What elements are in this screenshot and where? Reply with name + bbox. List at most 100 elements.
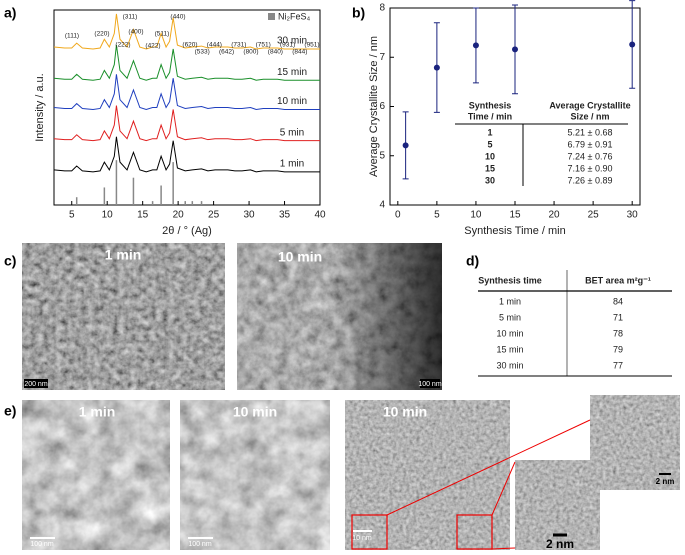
peak-label: (800): [243, 49, 258, 56]
scale-bar-label: 2 nm: [656, 477, 675, 486]
table-header: Time / min: [468, 111, 512, 121]
zoom-box: [456, 514, 493, 550]
image-label: 1 min: [79, 404, 116, 420]
inset-image: [588, 393, 682, 492]
sem-image: [22, 243, 225, 390]
x-tick-label: 15: [137, 210, 149, 221]
series-label: 1 min: [280, 158, 304, 169]
zoom-line: [491, 547, 516, 550]
peak-label: (642): [219, 49, 234, 56]
panel-label: d): [466, 253, 479, 269]
x-tick-label: 15: [509, 210, 521, 221]
peak-label: (731): [231, 42, 246, 49]
x-tick-label: 40: [314, 210, 326, 221]
peak-label: (511): [155, 31, 170, 38]
scale-bar-label: 10 nm: [352, 535, 372, 542]
x-tick-label: 10: [470, 210, 482, 221]
zoom-box: [351, 514, 388, 550]
image-label: 10 min: [278, 249, 322, 265]
series-label: 10 min: [277, 96, 307, 107]
table-cell: 5: [487, 139, 492, 149]
table-cell: 6.79 ± 0.91: [568, 139, 613, 149]
zoom-line: [491, 461, 516, 516]
x-tick-label: 5: [69, 210, 75, 221]
x-tick-label: 25: [588, 210, 600, 221]
table-header: Size / nm: [570, 111, 609, 121]
image-label: 1 min: [105, 247, 142, 263]
series-label: 5 min: [280, 127, 304, 138]
series-label: 15 min: [277, 67, 307, 78]
scale-bar-box: [24, 379, 48, 388]
table-cell: 10 min: [496, 328, 523, 338]
table-cell: 1: [487, 127, 492, 137]
peak-label: (111): [65, 33, 79, 40]
peak-label: (222): [115, 42, 130, 49]
scale-bar-label: 100 nm: [418, 381, 442, 388]
table-cell: 15: [485, 163, 495, 173]
pattern-line: [53, 74, 320, 110]
y-tick-label: 6: [379, 101, 385, 112]
peak-label: (844): [292, 49, 307, 56]
table-header: Average Crystallite: [549, 100, 630, 110]
scale-bar-label: 100 nm: [188, 541, 212, 548]
panel-label: a): [4, 5, 16, 21]
peak-label: (951): [304, 42, 319, 49]
table-header: BET area m²g⁻¹: [585, 275, 651, 285]
image-label: 10 min: [383, 404, 427, 420]
x-tick-label: 5: [434, 210, 440, 221]
table-cell: 7.16 ± 0.90: [568, 163, 613, 173]
data-point: [512, 46, 518, 53]
x-tick-label: 0: [395, 210, 401, 221]
x-tick-label: 20: [173, 210, 185, 221]
x-tick-label: 10: [102, 210, 114, 221]
peak-label: (422): [145, 43, 160, 50]
peak-label: (220): [94, 31, 109, 38]
table-cell: 5 min: [499, 312, 521, 322]
table-cell: 71: [613, 312, 623, 322]
y-tick-label: 5: [379, 150, 385, 161]
hrtem-image: [345, 400, 510, 550]
pattern-line: [53, 105, 320, 142]
peak-label: (440): [170, 14, 185, 21]
y-tick-label: 8: [379, 3, 385, 14]
peak-label: (400): [128, 29, 143, 36]
image-shade: [237, 243, 442, 390]
scale-bar-label: 200 nm: [24, 381, 48, 388]
table-cell: 78: [613, 328, 623, 338]
table-cell: 1 min: [499, 296, 521, 306]
y-axis-label: Average Crystallite Size / nm: [368, 36, 380, 177]
table-cell: 30 min: [496, 360, 523, 370]
table-header: Synthesis: [469, 100, 512, 110]
x-tick-label: 35: [279, 210, 291, 221]
peak-label: (931): [280, 42, 295, 49]
peak-label: (840): [268, 49, 283, 56]
panel-label: e): [4, 403, 16, 419]
pattern-line: [53, 13, 320, 50]
table-cell: 79: [613, 344, 623, 354]
peak-label: (311): [123, 14, 138, 21]
scale-bar-label: 2 nm: [546, 537, 574, 551]
table-cell: 15 min: [496, 344, 523, 354]
series-label: 30 min: [277, 36, 307, 47]
x-tick-label: 20: [549, 210, 561, 221]
panel-label: b): [352, 5, 365, 21]
table-cell: 5.21 ± 0.68: [568, 127, 613, 137]
y-tick-label: 7: [379, 52, 385, 63]
table-cell: 30: [485, 175, 495, 185]
pattern-line: [53, 45, 320, 81]
table-cell: 7.24 ± 0.76: [568, 151, 613, 161]
table-header: Synthesis time: [478, 275, 542, 285]
y-tick-label: 4: [379, 200, 385, 211]
legend-swatch: [268, 13, 275, 20]
x-tick-label: 30: [244, 210, 256, 221]
data-point: [402, 142, 409, 149]
image-label: 10 min: [233, 404, 277, 420]
data-point: [629, 41, 636, 48]
x-tick-label: 25: [208, 210, 220, 221]
y-axis-label: Intensity / a.u.: [34, 73, 46, 141]
table-cell: 10: [485, 151, 495, 161]
peak-label: (444): [207, 42, 222, 49]
x-tick-label: 30: [627, 210, 639, 221]
x-axis-label: 2θ / ° (Ag): [162, 225, 212, 237]
